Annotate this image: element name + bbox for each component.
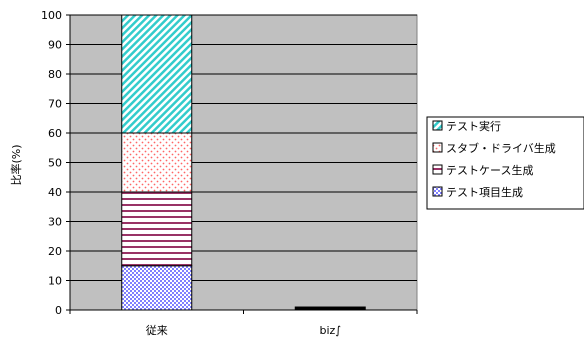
- bars: [121, 14, 366, 311]
- x-tick-labels: 従来 biz∫: [69, 310, 418, 337]
- y-tick-label: 30: [48, 216, 62, 229]
- y-tick-label: 0: [55, 304, 62, 317]
- y-tick-label: 60: [48, 127, 62, 140]
- y-tick-label: 40: [48, 186, 62, 199]
- y-tick-label: 90: [48, 39, 62, 52]
- legend-frame: [426, 116, 584, 210]
- bar-segment: [121, 132, 193, 193]
- y-axis-label: 比率(%): [9, 144, 23, 185]
- legend-label: テスト項目生成: [446, 185, 523, 199]
- legend-swatch: [432, 142, 443, 153]
- y-tick-label: 20: [48, 245, 62, 258]
- y-tick-label: 50: [48, 157, 62, 170]
- legend-swatch: [432, 186, 443, 197]
- y-tick-label: 100: [41, 9, 62, 22]
- legend-label: テスト実行: [446, 119, 501, 133]
- y-tick-label: 10: [48, 275, 62, 288]
- legend-swatch: [432, 120, 443, 131]
- bar-segment: [121, 14, 193, 134]
- bar-segment: [121, 191, 193, 267]
- y-tick-label: 70: [48, 98, 62, 111]
- x-tick-label: 従来: [146, 324, 168, 337]
- bar-segment: [121, 265, 193, 311]
- legend-swatch: [432, 164, 443, 175]
- y-tick-label: 80: [48, 68, 62, 81]
- legend-label: テストケース生成: [446, 163, 533, 177]
- legend-label: スタブ・ドライバ生成: [446, 141, 556, 155]
- x-tick-label: biz∫: [319, 324, 341, 337]
- y-tick-labels: 0 10 20 30 40 50 60 70 80 90 100: [41, 9, 70, 317]
